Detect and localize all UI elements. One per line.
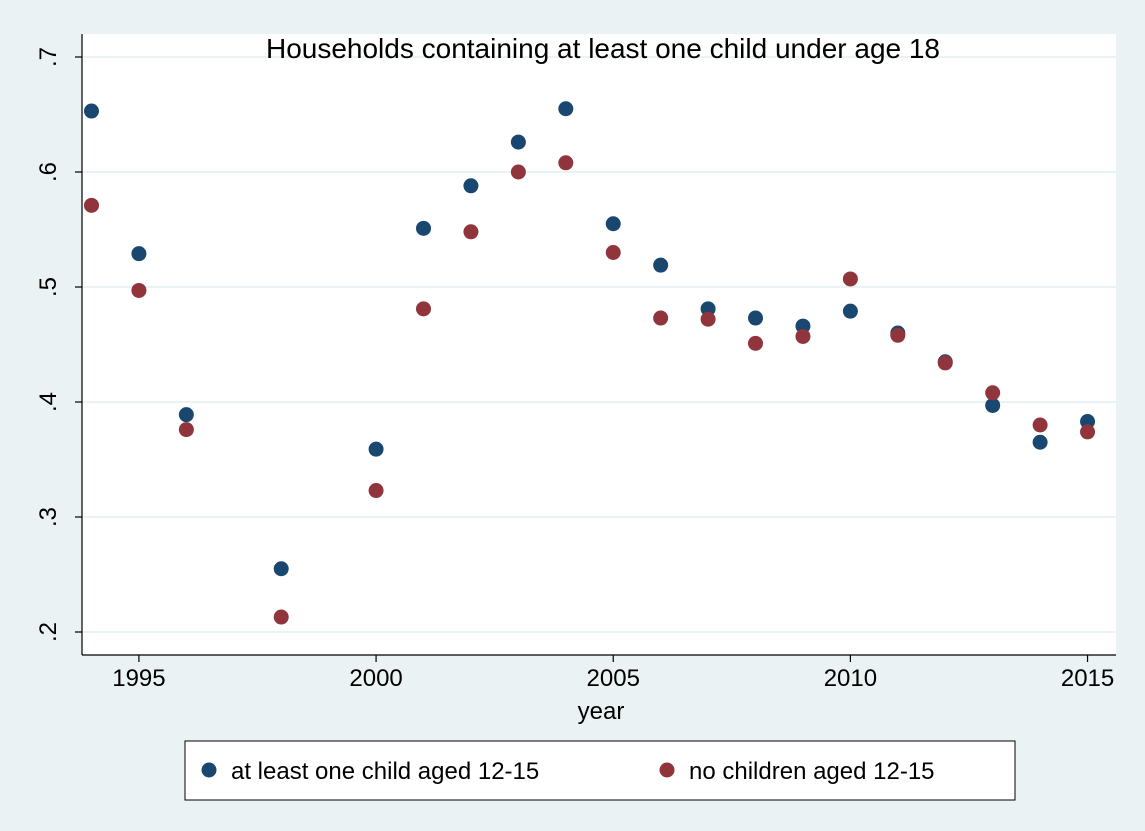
data-point-series-2 <box>558 155 574 171</box>
chart-title: Households containing at least one child… <box>266 33 940 64</box>
data-point-series-1 <box>558 101 574 117</box>
data-point-series-1 <box>273 561 289 577</box>
data-point-series-2 <box>1080 424 1096 440</box>
x-tick-label: 2015 <box>1061 665 1114 692</box>
data-point-series-2 <box>273 609 289 625</box>
y-tick-label: .7 <box>35 47 62 67</box>
data-point-series-2 <box>131 282 147 298</box>
data-point-series-1 <box>83 103 99 119</box>
data-point-series-2 <box>748 335 764 351</box>
data-point-series-1 <box>985 397 1001 413</box>
data-point-series-2 <box>416 301 432 317</box>
plot-area <box>82 34 1116 655</box>
y-tick-label: .6 <box>35 162 62 182</box>
data-point-series-1 <box>842 303 858 319</box>
data-point-series-1 <box>178 407 194 423</box>
data-point-series-1 <box>416 220 432 236</box>
data-point-series-2 <box>842 271 858 287</box>
data-point-series-2 <box>700 311 716 327</box>
data-point-series-1 <box>131 246 147 262</box>
data-point-series-2 <box>890 327 906 343</box>
data-point-series-2 <box>795 328 811 344</box>
legend-marker-series-2 <box>659 762 675 778</box>
legend-label-series-1: at least one child aged 12-15 <box>231 758 539 785</box>
data-points <box>83 101 1096 625</box>
data-point-series-2 <box>83 197 99 213</box>
data-point-series-2 <box>178 422 194 438</box>
x-tick-label: 2000 <box>349 665 402 692</box>
data-point-series-1 <box>1032 434 1048 450</box>
data-point-series-1 <box>1080 414 1096 430</box>
data-point-series-1 <box>700 301 716 317</box>
data-point-series-2 <box>463 224 479 240</box>
grid-lines <box>82 56 1116 633</box>
data-point-series-2 <box>937 355 953 371</box>
data-point-series-1 <box>748 310 764 326</box>
data-point-series-2 <box>605 245 621 260</box>
y-tick-label: .5 <box>35 277 62 297</box>
data-point-series-2 <box>368 483 384 499</box>
data-point-series-1 <box>653 257 669 273</box>
data-point-series-1 <box>368 441 384 457</box>
x-tick-label: 2010 <box>824 665 877 692</box>
x-tick-label: 2005 <box>587 665 640 692</box>
x-axis-ticks: 1995 2000 2005 2010 2015 <box>112 655 1114 692</box>
data-point-series-1 <box>510 134 526 150</box>
x-axis-title: year <box>578 698 625 725</box>
legend: at least one child aged 12-15 no childre… <box>184 740 1016 801</box>
data-point-series-2 <box>510 164 526 180</box>
data-point-series-1 <box>605 216 621 232</box>
data-point-series-1 <box>795 318 811 334</box>
legend-marker-series-1 <box>201 762 217 778</box>
legend-box <box>184 740 1016 801</box>
data-point-series-2 <box>653 310 669 326</box>
legend-label-series-2: no children aged 12-15 <box>689 758 935 785</box>
y-axis-ticks: .2 .3 .4 .5 .6 .7 <box>35 47 82 642</box>
data-point-series-1 <box>463 178 479 194</box>
data-point-series-2 <box>1032 417 1048 433</box>
y-tick-label: .2 <box>35 622 62 642</box>
data-point-series-2 <box>985 385 1001 401</box>
y-tick-label: .4 <box>35 392 62 412</box>
x-tick-label: 1995 <box>112 665 165 692</box>
y-tick-label: .3 <box>35 507 62 527</box>
